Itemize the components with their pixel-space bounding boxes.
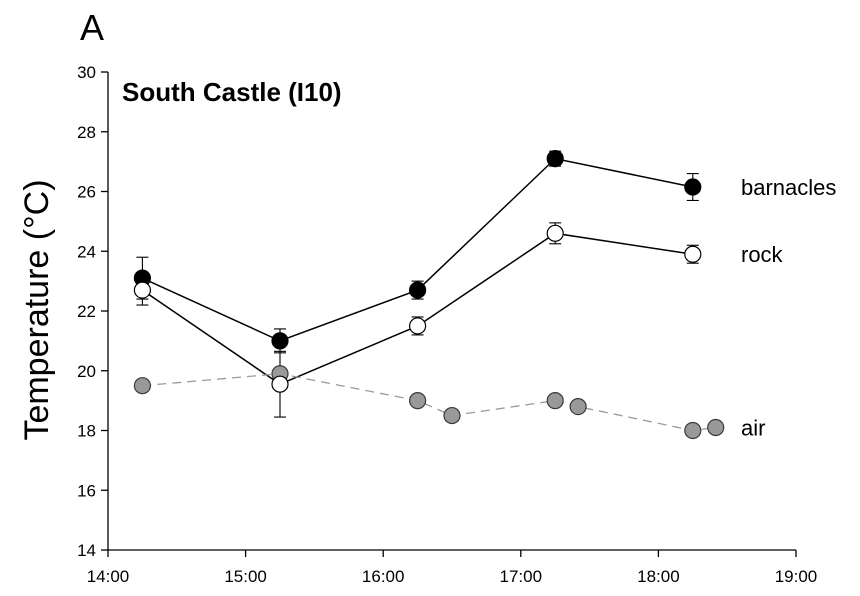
y-tick-label: 22: [77, 302, 96, 321]
data-point-barnacles: [546, 150, 564, 168]
x-tick-label: 16:00: [362, 567, 405, 586]
data-point-air: [684, 421, 702, 440]
x-tick-label: 18:00: [637, 567, 680, 586]
series-label-rock: rock: [741, 242, 784, 267]
data-point-air: [546, 392, 564, 410]
data-point-barnacles: [271, 332, 289, 350]
data-point-rock: [684, 245, 702, 263]
y-tick-label: 14: [77, 541, 96, 560]
data-point-rock: [409, 317, 427, 335]
panel-letter: A: [80, 7, 104, 48]
data-point-barnacles: [409, 281, 427, 299]
y-tick-label: 18: [77, 422, 96, 441]
data-point-air: [569, 398, 587, 416]
y-tick-label: 20: [77, 362, 96, 381]
x-tick-label: 15:00: [224, 567, 267, 586]
chart-title: South Castle (I10): [122, 77, 342, 107]
x-tick-label: 17:00: [500, 567, 543, 586]
series-labels: barnacles rock air: [741, 175, 836, 440]
data-point-rock: [271, 375, 289, 393]
data-point-air: [443, 406, 461, 425]
y-tick-label: 30: [77, 63, 96, 82]
data-point-air: [707, 418, 725, 437]
data-point-air: [133, 377, 151, 395]
data-markers: [133, 150, 725, 440]
x-tick-label: 14:00: [87, 567, 130, 586]
x-tick-label: 19:00: [775, 567, 818, 586]
series-label-barnacles: barnacles: [741, 175, 836, 200]
y-axis-label: Temperature (°C): [18, 179, 56, 440]
series-lines: [141, 157, 716, 432]
y-tick-label: 28: [77, 123, 96, 142]
series-line-rock: [141, 232, 693, 386]
axis-ticks: 14 16 18 20 22 24 26 28 30 14:00 15:00 16:00 17:00 18…: [77, 63, 817, 586]
y-tick-label: 24: [77, 242, 96, 261]
series-line-barnacles: [142, 157, 693, 342]
series-label-air: air: [741, 416, 765, 441]
y-tick-label: 26: [77, 183, 96, 202]
y-tick-label: 16: [77, 481, 96, 500]
data-point-barnacles: [684, 178, 702, 196]
data-point-rock: [133, 281, 151, 299]
data-point-air: [409, 392, 427, 410]
series-line-air: [142, 373, 716, 432]
data-point-rock: [546, 224, 564, 242]
